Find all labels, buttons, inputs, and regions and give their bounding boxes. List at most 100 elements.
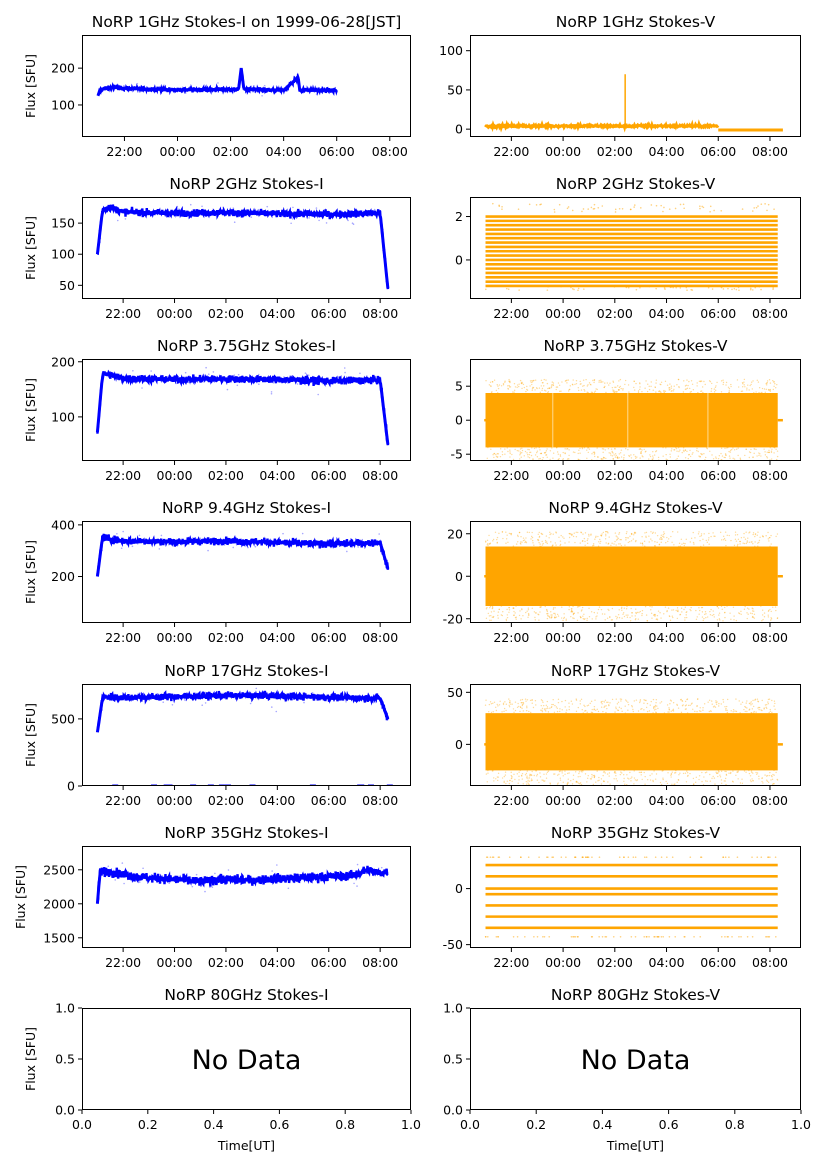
data-point bbox=[754, 448, 756, 450]
data-point bbox=[630, 777, 632, 780]
data-point bbox=[776, 778, 778, 781]
data-point bbox=[491, 391, 493, 393]
data-point bbox=[726, 534, 728, 537]
data-point bbox=[695, 776, 698, 779]
data-point bbox=[588, 448, 591, 450]
data-point bbox=[616, 285, 619, 288]
data-point bbox=[767, 388, 770, 391]
data-point bbox=[253, 86, 256, 89]
data-point bbox=[550, 611, 552, 613]
x-tick-label: 08:00 bbox=[752, 630, 788, 645]
data-point bbox=[588, 607, 590, 609]
data-point bbox=[531, 379, 533, 382]
data-point bbox=[500, 614, 503, 616]
data-point bbox=[544, 452, 546, 454]
data-point bbox=[519, 451, 522, 453]
data-point bbox=[505, 709, 507, 712]
data-point bbox=[286, 696, 289, 698]
data-point bbox=[555, 544, 557, 546]
data-point bbox=[764, 451, 766, 453]
data-point bbox=[520, 774, 523, 777]
data-point bbox=[643, 540, 646, 542]
data-point bbox=[753, 617, 756, 619]
data-point bbox=[577, 458, 580, 461]
data-point bbox=[588, 382, 591, 384]
data-point bbox=[641, 455, 643, 457]
panel-9-V: 22:00 00:00 02:00 04:00 06:00 08:00-20020NoRP… bbox=[443, 499, 801, 645]
data-point bbox=[521, 703, 524, 706]
data-point bbox=[657, 935, 660, 938]
data-point bbox=[598, 379, 600, 382]
data-point bbox=[652, 531, 654, 533]
data-point bbox=[497, 614, 499, 617]
data-point bbox=[663, 536, 665, 538]
data-point bbox=[748, 608, 750, 610]
data-point bbox=[261, 95, 263, 97]
data-point bbox=[660, 935, 663, 938]
data-point bbox=[345, 700, 347, 703]
data-point bbox=[696, 705, 698, 708]
data-point bbox=[517, 208, 520, 210]
data-point bbox=[645, 706, 648, 709]
data-point bbox=[160, 534, 163, 537]
data-point bbox=[552, 384, 554, 386]
data-point bbox=[550, 541, 552, 543]
data-point bbox=[641, 612, 643, 615]
data-point bbox=[713, 777, 716, 779]
data-point bbox=[490, 711, 493, 714]
x-tick-label: 02:00 bbox=[597, 468, 633, 483]
data-point bbox=[561, 606, 563, 608]
data-point bbox=[521, 447, 523, 449]
data-point bbox=[761, 387, 764, 390]
data-point bbox=[763, 612, 766, 614]
data-point bbox=[555, 616, 558, 618]
data-point bbox=[598, 606, 601, 608]
data-point bbox=[565, 711, 567, 714]
data-point bbox=[741, 782, 744, 785]
data-point bbox=[536, 451, 538, 454]
data-point bbox=[722, 856, 725, 859]
data-point bbox=[580, 616, 582, 619]
data-point bbox=[766, 935, 768, 938]
data-point bbox=[724, 856, 727, 859]
data-point bbox=[569, 533, 571, 535]
data-point bbox=[639, 457, 641, 459]
data-point bbox=[539, 452, 542, 455]
x-tick-label: 02:00 bbox=[208, 955, 244, 970]
data-point bbox=[492, 702, 494, 705]
data-point bbox=[600, 381, 603, 383]
data-point bbox=[596, 388, 598, 391]
x-tick-label: 0.0 bbox=[460, 1117, 480, 1132]
data-point bbox=[495, 935, 498, 938]
data-point bbox=[196, 693, 199, 696]
data-point bbox=[356, 863, 359, 866]
data-point bbox=[679, 287, 682, 289]
data-point bbox=[518, 779, 520, 781]
data-point bbox=[592, 208, 595, 210]
data-point bbox=[496, 538, 498, 541]
data-point bbox=[493, 777, 495, 779]
data-point bbox=[645, 614, 648, 616]
data-point bbox=[651, 617, 653, 619]
data-point bbox=[775, 609, 777, 612]
data-point bbox=[486, 606, 488, 609]
data-point bbox=[758, 708, 760, 711]
data-point bbox=[723, 539, 725, 541]
data-point bbox=[581, 540, 584, 542]
data-point bbox=[590, 533, 592, 535]
data-point bbox=[556, 613, 559, 616]
data-point bbox=[699, 539, 701, 542]
data-point bbox=[274, 90, 276, 92]
data-point bbox=[616, 618, 618, 620]
data-point bbox=[750, 780, 752, 783]
data-point bbox=[527, 783, 530, 785]
data-point bbox=[614, 453, 617, 455]
data-point bbox=[730, 771, 732, 774]
data-point bbox=[214, 872, 216, 875]
data-point bbox=[724, 616, 726, 619]
data-point bbox=[602, 381, 604, 383]
data-point bbox=[635, 288, 638, 291]
data-point bbox=[616, 703, 619, 705]
x-tick-label: 04:00 bbox=[259, 468, 295, 483]
data-point bbox=[161, 86, 164, 89]
